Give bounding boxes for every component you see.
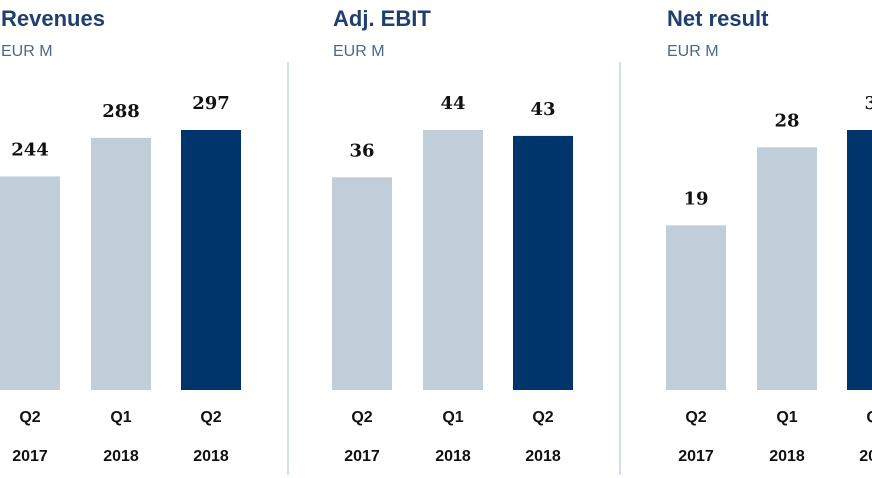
category-quarter: Q2	[685, 409, 706, 426]
value-label: 28	[774, 110, 799, 131]
category-year: 2018	[525, 448, 561, 465]
chart-title: Adj. EBIT	[333, 6, 431, 31]
value-label: 297	[192, 93, 230, 114]
bar	[757, 147, 817, 390]
category-quarter: Q2	[866, 409, 872, 426]
value-label: 288	[102, 101, 140, 122]
bar	[423, 130, 483, 390]
chart-subtitle: EUR M	[333, 43, 385, 60]
category-quarter: Q1	[110, 409, 131, 426]
category-year: 2017	[12, 448, 48, 465]
category-quarter: Q2	[532, 409, 553, 426]
value-label: 244	[11, 139, 49, 160]
category-year: 2017	[344, 448, 380, 465]
category-year: 2018	[103, 448, 139, 465]
bar	[0, 176, 60, 390]
category-year: 2017	[678, 448, 714, 465]
bar	[847, 130, 872, 390]
value-label: 19	[683, 188, 708, 209]
category-year: 2018	[769, 448, 805, 465]
bar	[332, 177, 392, 390]
chart-subtitle: EUR M	[1, 43, 53, 60]
value-label: 44	[440, 93, 465, 114]
category-quarter: Q2	[351, 409, 372, 426]
chart-title: Net result	[667, 6, 769, 31]
chart-title: Revenues	[1, 6, 105, 31]
category-quarter: Q1	[776, 409, 797, 426]
value-label: 30	[864, 93, 872, 114]
bar	[181, 130, 241, 390]
category-quarter: Q1	[442, 409, 463, 426]
bar	[666, 225, 726, 390]
category-year: 2018	[193, 448, 229, 465]
value-label: 43	[530, 99, 555, 120]
category-year: 2018	[435, 448, 471, 465]
chart-subtitle: EUR M	[667, 43, 719, 60]
bar	[91, 137, 151, 390]
category-year: 2018	[859, 448, 872, 465]
value-label: 36	[349, 140, 374, 161]
category-quarter: Q2	[19, 409, 40, 426]
bar	[513, 135, 573, 390]
category-quarter: Q2	[200, 409, 221, 426]
